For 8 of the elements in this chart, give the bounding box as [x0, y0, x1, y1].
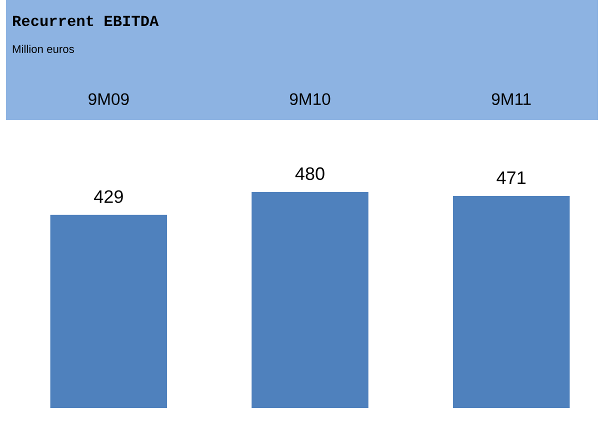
chart-title: Recurrent EBITDA	[13, 16, 159, 26]
x-tick-label: 9M10	[290, 93, 330, 106]
chart-subtitle: Million euros	[12, 44, 74, 53]
data-label: 471	[496, 172, 526, 184]
x-tick-label: 9M09	[88, 93, 129, 106]
x-tick-label: 9M11	[492, 93, 531, 106]
data-label: 480	[295, 167, 324, 180]
data-label: 429	[94, 190, 123, 204]
